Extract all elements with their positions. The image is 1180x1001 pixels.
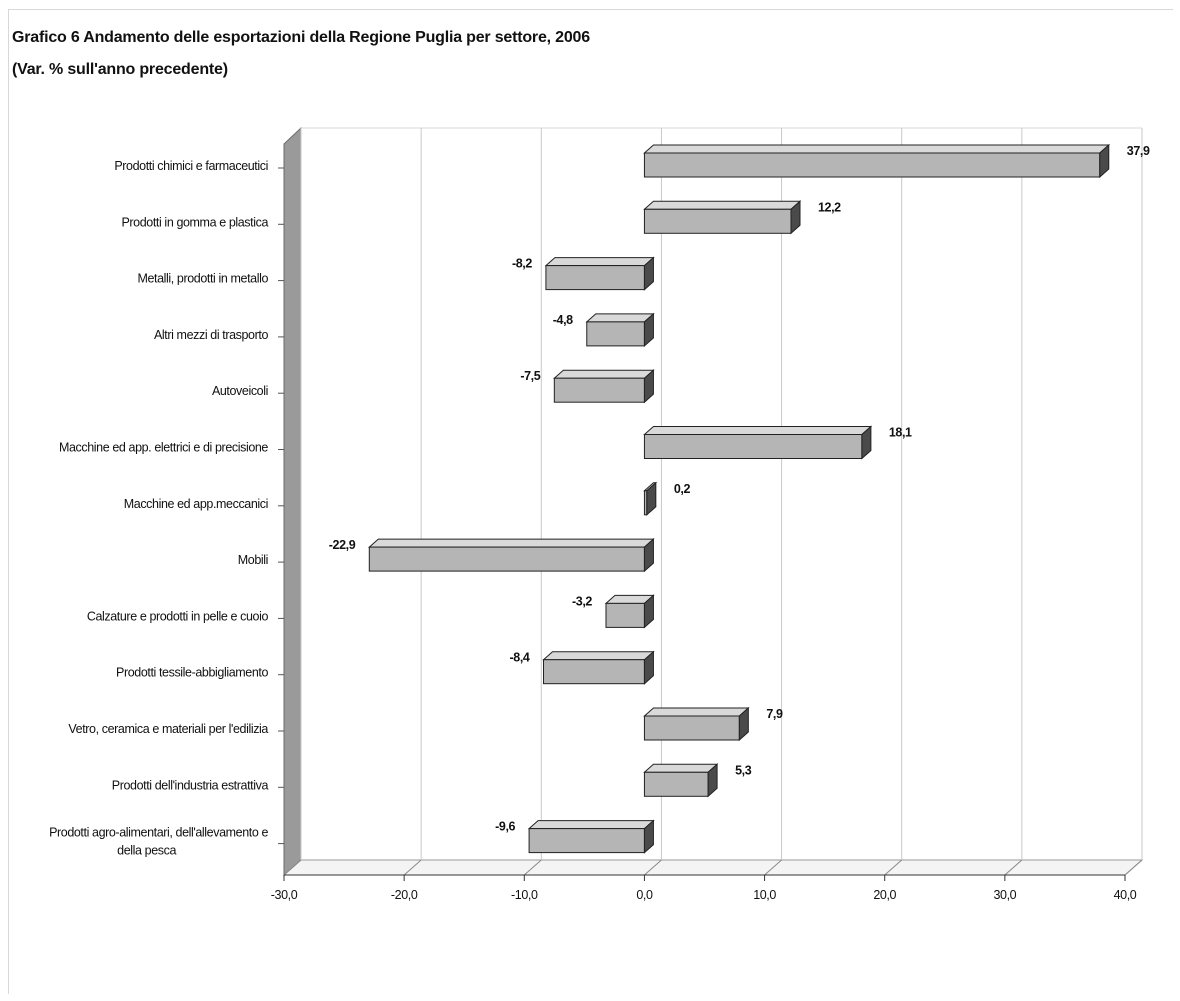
- x-tick-label: 20,0: [873, 888, 896, 902]
- bar: [643, 152, 1101, 178]
- bar: [368, 546, 645, 572]
- bar-side: [643, 537, 654, 573]
- category-label: Prodotti in gomma e plastica: [121, 215, 268, 229]
- bar-side: [1099, 143, 1110, 179]
- bar: [605, 602, 645, 628]
- x-tick-label: -20,0: [391, 888, 418, 902]
- category-label: Altri mezzi di trasporto: [154, 328, 268, 342]
- bar: [643, 715, 740, 741]
- bar: [643, 771, 709, 797]
- x-tick-label: 0,0: [636, 888, 653, 902]
- bar-side: [738, 706, 749, 742]
- data-label: 0,2: [674, 482, 691, 496]
- category-label: Autoveicoli: [212, 384, 268, 398]
- bar-top: [643, 144, 1111, 154]
- bar-side: [646, 481, 657, 516]
- left-wall: [283, 126, 302, 877]
- category-label: Prodotti agro-alimentari, dell'allevamen…: [49, 826, 268, 840]
- chart-title: Grafico 6 Andamento delle esportazioni d…: [12, 29, 590, 46]
- data-label: 12,2: [818, 200, 841, 214]
- data-label: -22,9: [329, 538, 356, 552]
- bar-top: [553, 369, 655, 379]
- bar-top: [544, 257, 655, 267]
- bar-top: [542, 651, 655, 661]
- bar-side: [707, 763, 718, 798]
- bar: [528, 828, 645, 854]
- x-tick-label: -30,0: [271, 888, 298, 902]
- data-label: -8,2: [512, 257, 532, 271]
- chart-subtitle: (Var. % sull'anno precedente): [12, 61, 228, 78]
- floor-gridline: [283, 859, 302, 876]
- category-label: Prodotti chimici e farmaceutici: [114, 159, 268, 173]
- bar-top: [367, 538, 655, 548]
- bar-side: [643, 819, 654, 854]
- category-label: Mobili: [238, 553, 268, 567]
- bar-side: [643, 312, 654, 348]
- category-label: Macchine ed app.meccanici: [124, 497, 268, 511]
- x-tick-label: 10,0: [753, 888, 776, 902]
- bar-top: [585, 313, 655, 323]
- floor-gridline: [884, 859, 903, 876]
- bar: [643, 208, 792, 234]
- floor-gridline: [644, 859, 662, 876]
- bar: [643, 434, 863, 459]
- bar: [543, 659, 645, 685]
- category-label: Vetro, ceramica e materiali per l'ediliz…: [68, 722, 268, 736]
- x-tick-label: 30,0: [993, 888, 1016, 902]
- data-label: -7,5: [520, 369, 540, 383]
- data-label: -8,4: [510, 651, 530, 665]
- bar-top: [643, 426, 873, 435]
- x-tick-label: -10,0: [511, 888, 538, 902]
- floor-gridline: [1004, 859, 1023, 876]
- frame-top-border: [8, 9, 1173, 10]
- frame-left-border: [8, 9, 9, 994]
- bar-top: [643, 707, 750, 717]
- bar-side: [790, 200, 801, 235]
- bar: [545, 265, 645, 291]
- bar-side: [643, 369, 654, 404]
- bar: [586, 321, 645, 347]
- data-label: -4,8: [553, 313, 573, 327]
- bar: [553, 377, 645, 403]
- bar-top: [527, 820, 655, 830]
- floor-gridline: [403, 859, 422, 876]
- bar-side: [861, 425, 872, 460]
- bar-side: [643, 256, 654, 291]
- data-label: 18,1: [889, 426, 912, 440]
- bar-top: [643, 763, 719, 773]
- data-label: -3,2: [572, 594, 592, 608]
- category-label: Macchine ed app. elettrici e di precisio…: [59, 441, 268, 455]
- floor-gridline: [764, 859, 782, 876]
- category-label: Prodotti tessile-abbigliamento: [116, 666, 268, 680]
- category-label: Calzature e prodotti in pelle e cuoio: [87, 609, 269, 623]
- category-label-line2: della pesca: [117, 844, 176, 858]
- data-label: 7,9: [766, 707, 783, 721]
- data-label: 5,3: [735, 763, 752, 777]
- bar-top: [643, 200, 802, 210]
- bar-side: [643, 594, 654, 629]
- category-label: Prodotti dell'industria estrattiva: [112, 778, 269, 792]
- data-label: 37,9: [1127, 144, 1150, 158]
- x-tick-label: 40,0: [1114, 888, 1137, 902]
- floor-gridline: [523, 859, 542, 876]
- data-label: -9,6: [495, 820, 515, 834]
- bar-side: [643, 650, 654, 685]
- floor-gridline: [1124, 859, 1143, 876]
- category-label: Metalli, prodotti in metallo: [137, 272, 268, 286]
